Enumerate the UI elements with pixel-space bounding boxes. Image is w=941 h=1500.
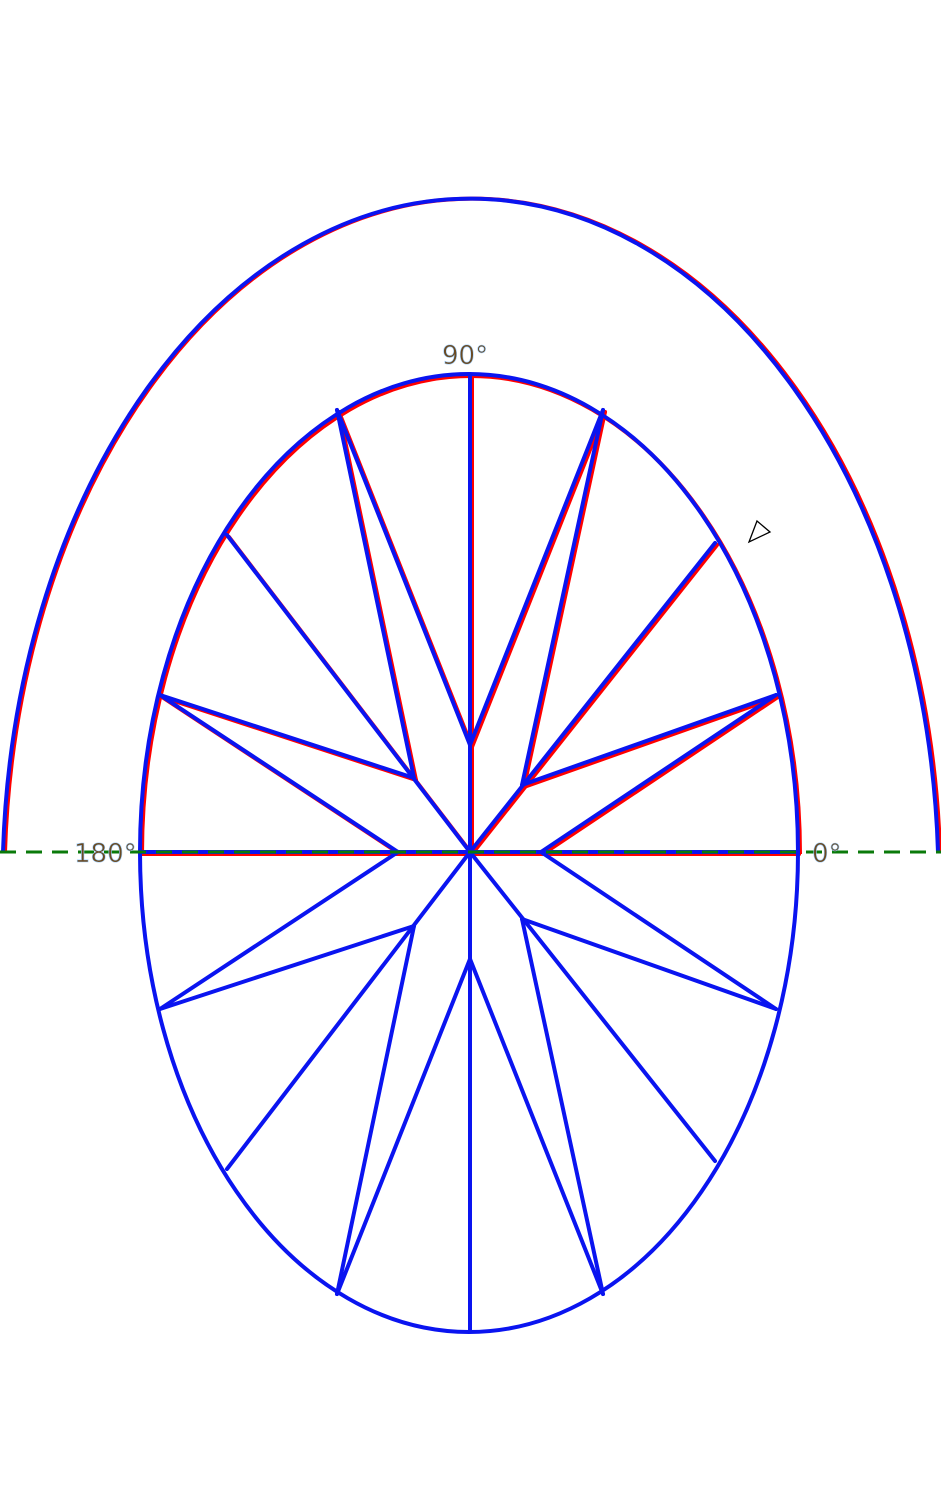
- star-edge: [522, 695, 780, 789]
- star-edge: [335, 924, 416, 1296]
- star-edge: [158, 924, 416, 1011]
- spoke: [225, 850, 472, 1171]
- star-edge: [335, 408, 472, 747]
- star-edge: [158, 850, 400, 1011]
- outer-arch: [1, 196, 940, 853]
- star-edge: [158, 693, 416, 780]
- star-edge: [468, 957, 605, 1296]
- star-edge: [468, 408, 605, 747]
- star-edge: [520, 917, 778, 1011]
- star-edge: [470, 410, 607, 749]
- spoke: [468, 541, 717, 854]
- star-edge: [539, 693, 778, 854]
- label-180-degrees: 180°: [74, 839, 137, 869]
- star-edge: [520, 408, 605, 787]
- star-edge: [335, 408, 416, 780]
- star-edge: [522, 410, 607, 789]
- inner-ellipse-half: [138, 851, 800, 1334]
- star-edge: [541, 695, 780, 856]
- spoke: [225, 533, 472, 854]
- star-edge: [539, 850, 778, 1011]
- star-edge: [158, 693, 400, 854]
- star-edge: [335, 957, 472, 1296]
- label-90-degrees: 90°: [442, 341, 488, 371]
- spoke: [470, 543, 719, 856]
- inner-ellipse-half: [138, 372, 800, 853]
- triangle-pointer-icon[interactable]: [747, 519, 772, 544]
- label-0-degrees: 0°: [812, 839, 842, 869]
- primary-blue-layer: [1, 196, 940, 1334]
- star-edge: [520, 917, 605, 1296]
- star-edge: [520, 693, 778, 787]
- spoke: [468, 850, 717, 1163]
